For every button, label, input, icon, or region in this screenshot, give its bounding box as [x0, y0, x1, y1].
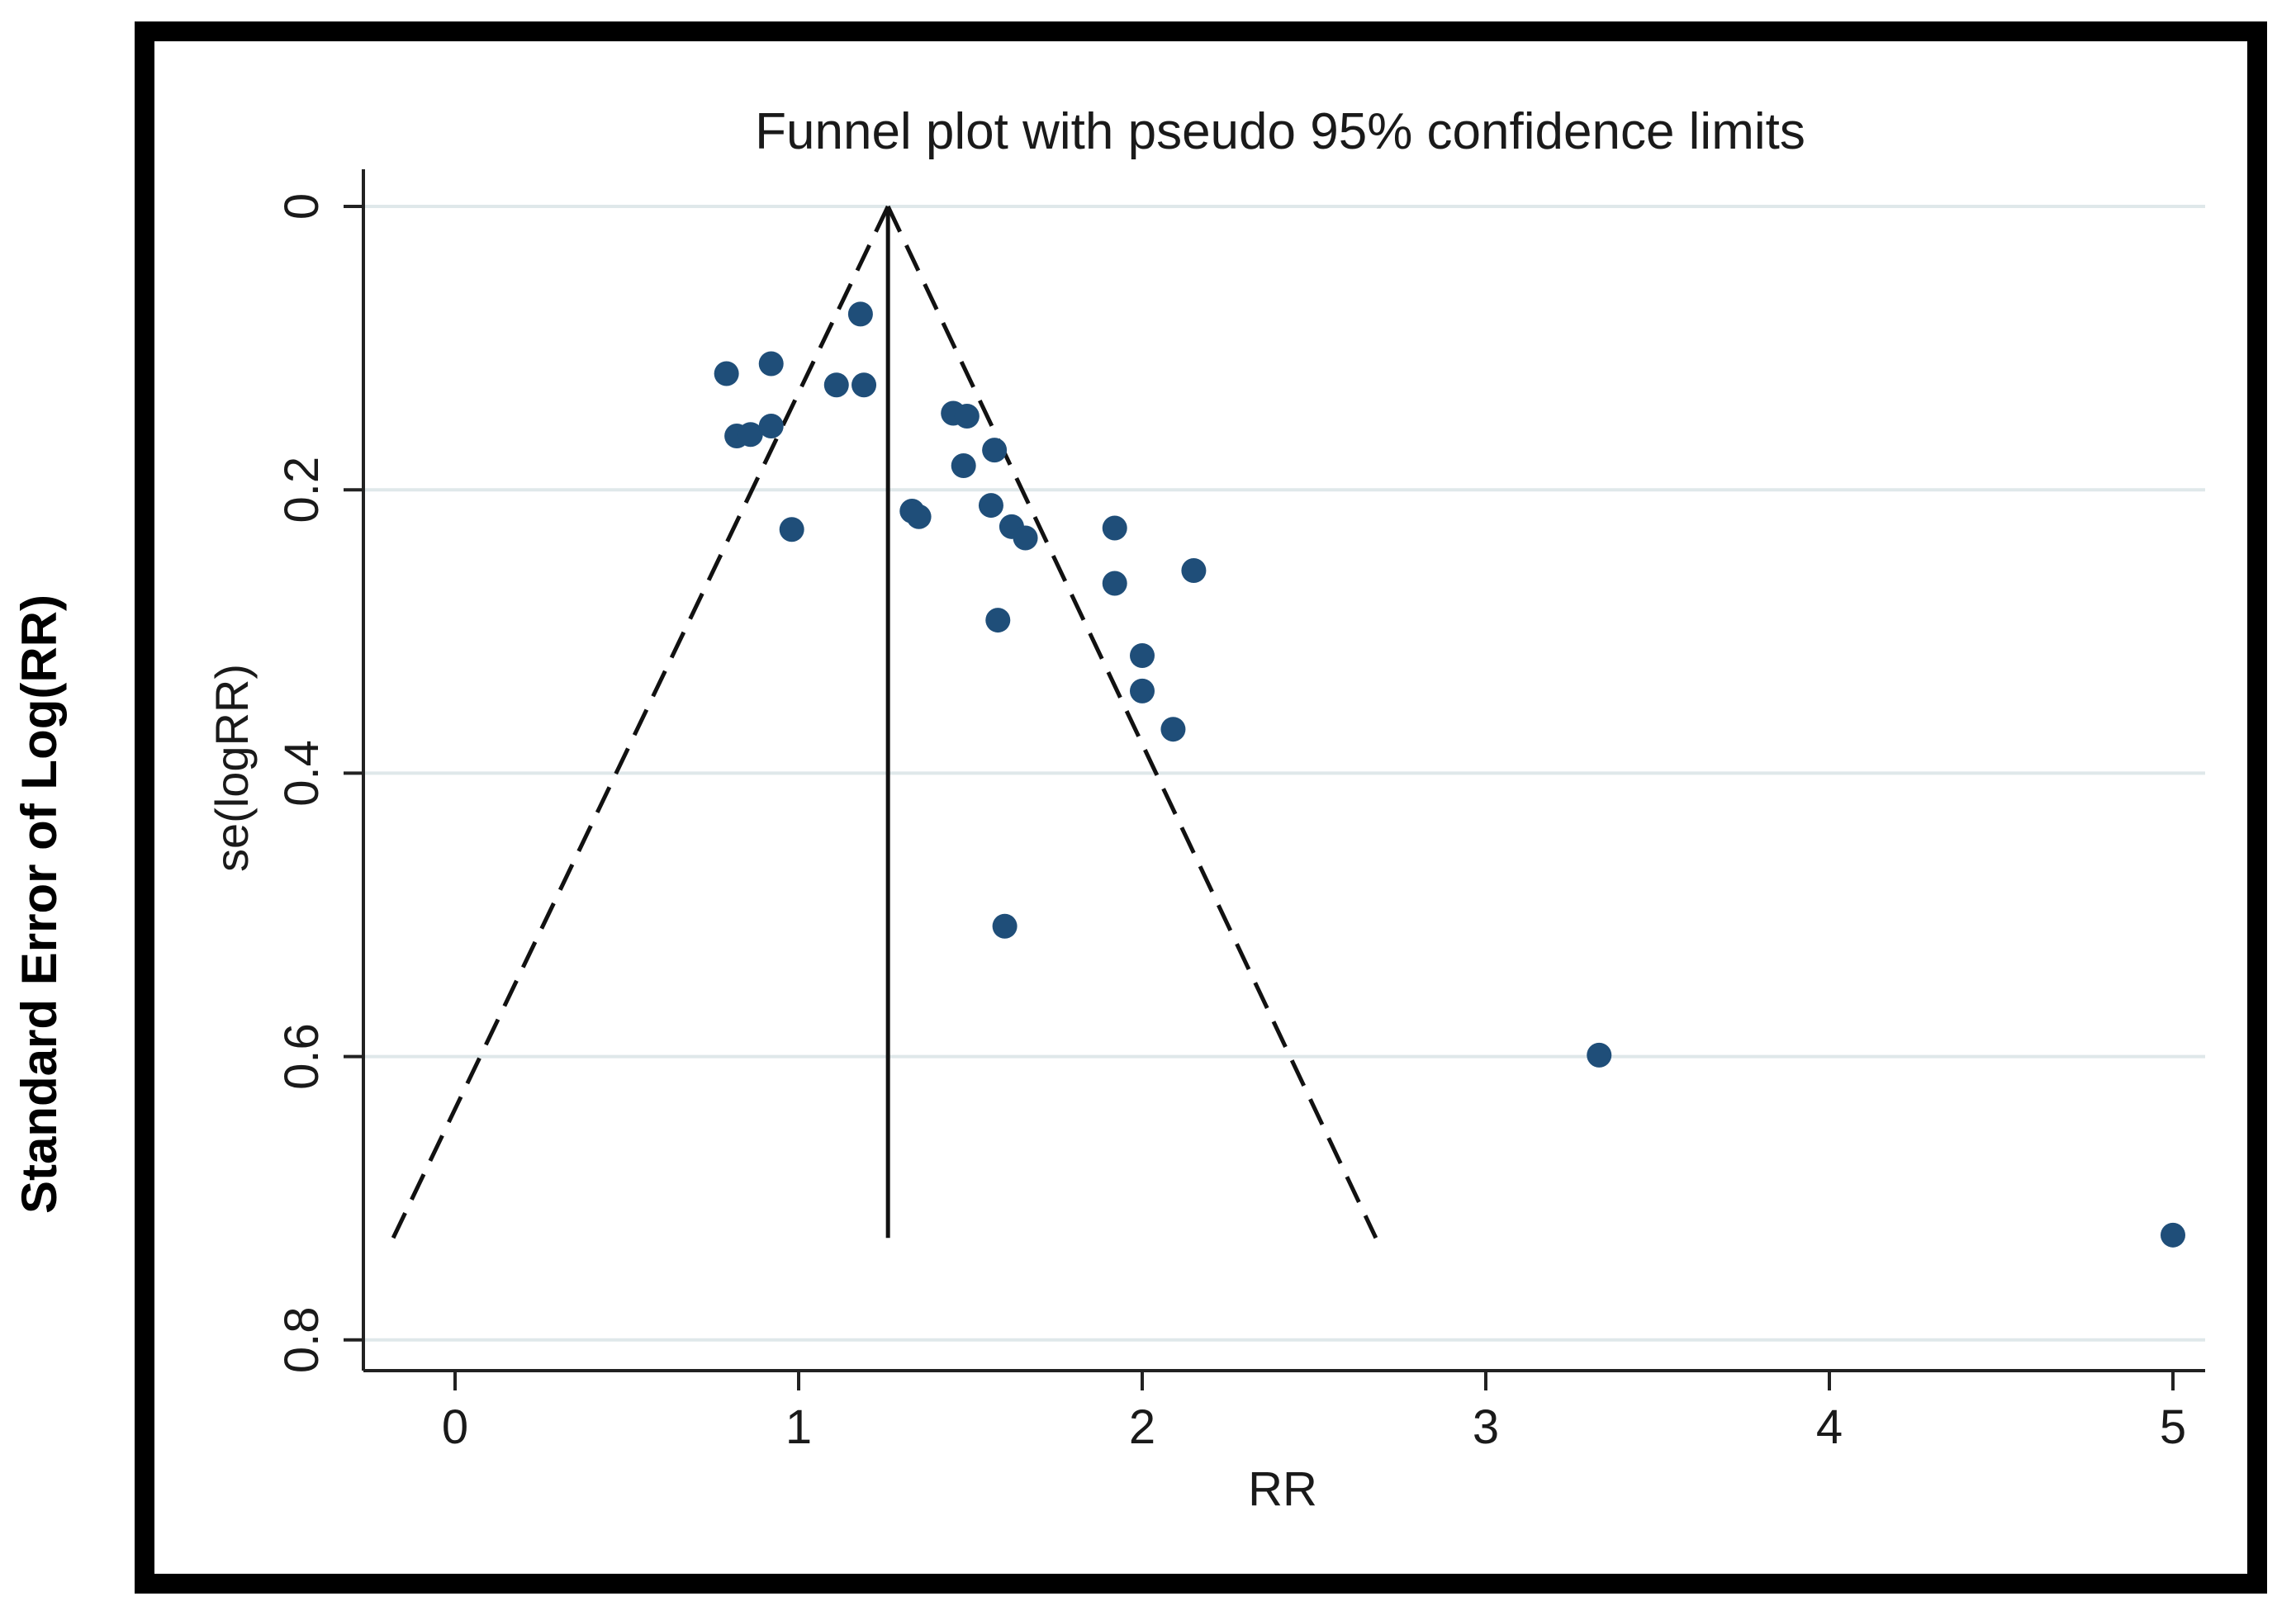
data-point-22 — [1130, 642, 1155, 668]
data-point-15 — [978, 493, 1003, 519]
data-point-6 — [738, 422, 763, 448]
data-point-2 — [847, 301, 873, 327]
data-point-14 — [906, 504, 932, 529]
data-point-4 — [852, 372, 877, 398]
axes: 0 1 2 3 4 5 0 0.2 0.4 0.6 0.8 — [275, 169, 2205, 1454]
x-tick-label-4: 4 — [1816, 1400, 1843, 1454]
ci-upper-limit-line — [885, 205, 1378, 1239]
data-point-1 — [758, 351, 784, 377]
outer-frame — [135, 21, 2267, 1594]
chart-title: Funnel plot with pseudo 95% confidence l… — [755, 103, 1805, 160]
x-tick-label-2: 2 — [1129, 1400, 1155, 1454]
data-point-27 — [2161, 1222, 2185, 1248]
outer-y-axis-label: Standard Error of Log(RR) — [12, 594, 67, 1214]
y-tick-label-4: 0.8 — [275, 1306, 329, 1373]
data-point-23 — [1130, 678, 1155, 703]
x-tick-label-5: 5 — [2160, 1400, 2186, 1454]
data-point-12 — [951, 453, 976, 479]
data-point-10 — [954, 403, 980, 429]
data-point-8 — [779, 517, 804, 542]
data-point-26 — [1587, 1042, 1612, 1068]
y-tick-label-2: 0.4 — [275, 740, 329, 807]
x-axis-label: RR — [1248, 1462, 1317, 1516]
ci-lower-limit-line — [391, 205, 890, 1239]
data-point-11 — [982, 438, 1008, 463]
data-point-7 — [758, 413, 784, 438]
data-point-24 — [1160, 717, 1186, 742]
confidence-funnel — [391, 205, 1378, 1239]
x-tick-label-1: 1 — [785, 1400, 812, 1454]
data-points — [714, 301, 2185, 1248]
data-point-3 — [823, 372, 849, 398]
data-point-21 — [1181, 558, 1207, 584]
data-point-18 — [985, 608, 1011, 633]
x-tick-label-0: 0 — [442, 1400, 468, 1454]
data-point-19 — [1102, 515, 1127, 541]
y-axis-label: se(logRR) — [206, 664, 258, 872]
data-point-25 — [992, 913, 1018, 939]
y-tick-label-3: 0.6 — [275, 1023, 329, 1090]
gridlines — [363, 205, 2205, 1342]
data-point-17 — [1013, 525, 1038, 551]
y-tick-label-1: 0.2 — [275, 457, 329, 523]
data-point-0 — [714, 361, 739, 386]
y-tick-label-0: 0 — [275, 193, 329, 220]
data-point-20 — [1102, 571, 1127, 596]
x-tick-label-3: 3 — [1473, 1400, 1499, 1454]
